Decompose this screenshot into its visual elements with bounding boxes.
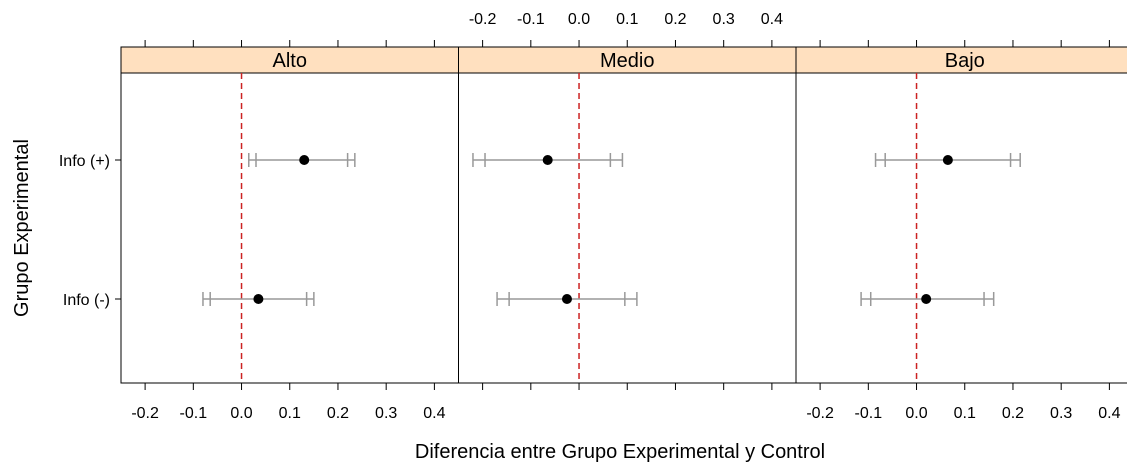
bottom-tick-label: 0.1 (954, 405, 976, 422)
top-tick-label: -0.2 (469, 11, 497, 28)
y-category-label: Info (+) (59, 153, 110, 170)
panel-strip-label-medio: Medio (600, 50, 654, 72)
top-tick-label: 0.1 (616, 11, 638, 28)
bottom-tick-label: 0.3 (1050, 405, 1072, 422)
bottom-tick-label: 0.0 (905, 405, 927, 422)
bottom-tick-label: 0.0 (230, 405, 252, 422)
bottom-tick-label: 0.1 (279, 405, 301, 422)
panel-frame-alto (120, 72, 459, 384)
panels-group: Alto -0.2 -0.1 0.0 0.1 0.2 0.3 0.4 Medio -0.2 -0.1… (59, 11, 1127, 422)
top-tick-label: 0.4 (761, 11, 783, 28)
top-tick-label: 0.2 (664, 11, 686, 28)
estimate-point (942, 155, 953, 165)
panel-strip-alto (120, 46, 459, 74)
panel-strip-medio (458, 46, 797, 74)
bottom-tick-label: 0.2 (1002, 405, 1024, 422)
x-axis-label: Diferencia entre Grupo Experimental y Co… (415, 441, 825, 463)
bottom-tick-label: 0.4 (1098, 405, 1120, 422)
top-tick-label: 0.3 (713, 11, 735, 28)
panel-frame-medio (458, 72, 797, 384)
panel-frame-bajo (795, 72, 1127, 384)
y-axis-label: Grupo Experimental (11, 139, 33, 317)
bottom-tick-label: -0.2 (131, 405, 159, 422)
estimate-point (561, 294, 572, 304)
bottom-tick-label: 0.3 (375, 405, 397, 422)
y-category-label: Info (-) (63, 292, 110, 309)
bottom-tick-label: -0.1 (855, 405, 883, 422)
bottom-tick-label: 0.2 (327, 405, 349, 422)
panel-strip-label-alto: Alto (273, 50, 307, 72)
bottom-tick-label: -0.1 (180, 405, 208, 422)
estimate-point (253, 294, 264, 304)
estimate-point (921, 294, 932, 304)
estimate-point (299, 155, 310, 165)
panel-strip-bajo (795, 46, 1127, 74)
estimate-point (542, 155, 553, 165)
bottom-tick-label: 0.4 (423, 405, 445, 422)
bottom-tick-label: -0.2 (806, 405, 834, 422)
top-tick-label: -0.1 (517, 11, 545, 28)
top-tick-label: 0.0 (568, 11, 590, 28)
panel-strip-label-bajo: Bajo (945, 50, 985, 72)
